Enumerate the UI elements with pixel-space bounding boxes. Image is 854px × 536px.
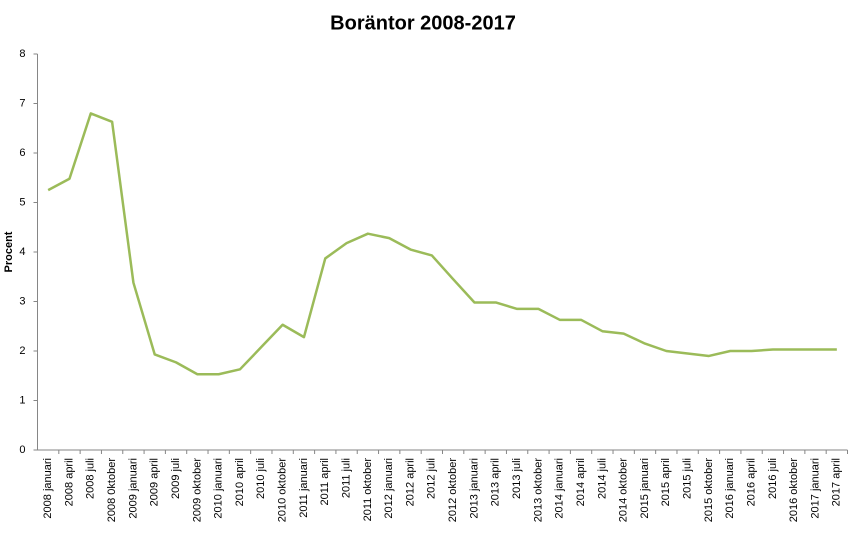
x-tick-label: 2016 april [745,458,757,506]
x-tick-label: 2014 april [575,458,587,506]
x-tick-label: 2008 januari [42,458,54,519]
y-tick-label: 5 [19,196,25,208]
x-tick-label: 2010 oktober [277,458,289,523]
data-line [47,112,837,376]
x-tick-label: 2008 juli [85,458,97,499]
x-tick-label: 2009 januari [127,458,139,519]
y-tick-label: 1 [19,394,25,406]
x-tick-label: 2015 oktober [703,458,715,523]
x-tick-label: 2013 juli [511,458,523,499]
x-tick-label: 2015 april [660,458,672,506]
y-tick-label: 6 [19,147,25,159]
x-tick-label: 2011 oktober [362,458,374,522]
x-tick-label: 2010 januari [213,458,225,519]
x-tick-label: 2009 april [149,458,161,506]
x-tick-label: 2014 januari [554,458,566,519]
y-tick-label: 8 [19,48,25,60]
x-tick-label: 2009 juli [170,458,182,499]
x-tick-label: 2011 januari [298,458,310,518]
x-tick-label: 2011 juli [340,458,352,498]
x-tick-label: 2010 juli [255,458,267,499]
x-tick-label: 2012 oktober [447,458,459,523]
x-tick-label: 2013 oktober [532,458,544,523]
x-tick-label: 2016 juli [767,458,779,499]
x-tick-label: 2014 oktober [618,458,630,523]
x-tick-label: 2017 januari [809,458,821,519]
x-tick-label: 2010 april [234,458,246,506]
x-tick-label: 2008 april [63,458,75,506]
y-axis-label: Procent [3,231,15,272]
y-tick-label: 4 [19,246,25,258]
x-tick-label: 2013 april [490,458,502,506]
y-tick-label: 7 [19,97,25,109]
x-tick-label: 2011 april [319,458,331,506]
x-tick-label: 2013 januari [468,458,480,519]
x-tick-label: 2008 0ktober [106,458,118,523]
x-tick-label: 2017 april [831,458,843,506]
x-tick-label: 2012 juli [426,458,438,499]
chart-title: Boräntor 2008-2017 [330,12,516,34]
x-tick-label: 2015 juli [682,458,694,499]
x-tick-label: 2015 januari [639,458,651,519]
x-tick-label: 2009 oktober [191,458,203,523]
x-tick-label: 2012 januari [383,458,395,519]
x-tick-label: 2016 januari [724,458,736,519]
x-tick-label: 2016 oktober [788,458,800,523]
y-tick-label: 0 [19,444,25,456]
y-tick-label: 2 [19,345,25,357]
x-tick-label: 2014 juli [596,458,608,499]
y-tick-label: 3 [19,295,25,307]
x-tick-label: 2012 april [404,458,416,506]
